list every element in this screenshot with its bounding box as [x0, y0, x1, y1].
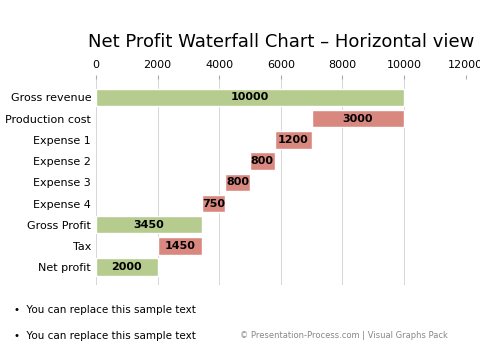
- Text: •  You can replace this sample text: • You can replace this sample text: [14, 331, 196, 341]
- Bar: [250, 152, 275, 170]
- Text: 10000: 10000: [231, 92, 269, 103]
- Bar: [312, 110, 404, 127]
- Bar: [96, 258, 157, 276]
- Title: Net Profit Waterfall Chart – Horizontal view: Net Profit Waterfall Chart – Horizontal …: [88, 32, 474, 51]
- Bar: [226, 174, 250, 191]
- Text: 800: 800: [251, 156, 274, 166]
- Bar: [275, 131, 312, 149]
- Text: •  You can replace this sample text: • You can replace this sample text: [14, 305, 196, 316]
- Bar: [96, 89, 404, 106]
- Text: 3000: 3000: [343, 114, 373, 124]
- Text: © Presentation-Process.com | Visual Graphs Pack: © Presentation-Process.com | Visual Grap…: [240, 331, 448, 340]
- Text: 800: 800: [226, 177, 249, 187]
- Text: 1200: 1200: [278, 135, 309, 145]
- Text: 1450: 1450: [165, 241, 195, 251]
- Text: 3450: 3450: [134, 220, 165, 230]
- Bar: [96, 216, 202, 234]
- Text: 750: 750: [202, 199, 225, 209]
- Bar: [157, 237, 202, 255]
- Bar: [202, 195, 226, 212]
- Text: 2000: 2000: [111, 262, 142, 272]
